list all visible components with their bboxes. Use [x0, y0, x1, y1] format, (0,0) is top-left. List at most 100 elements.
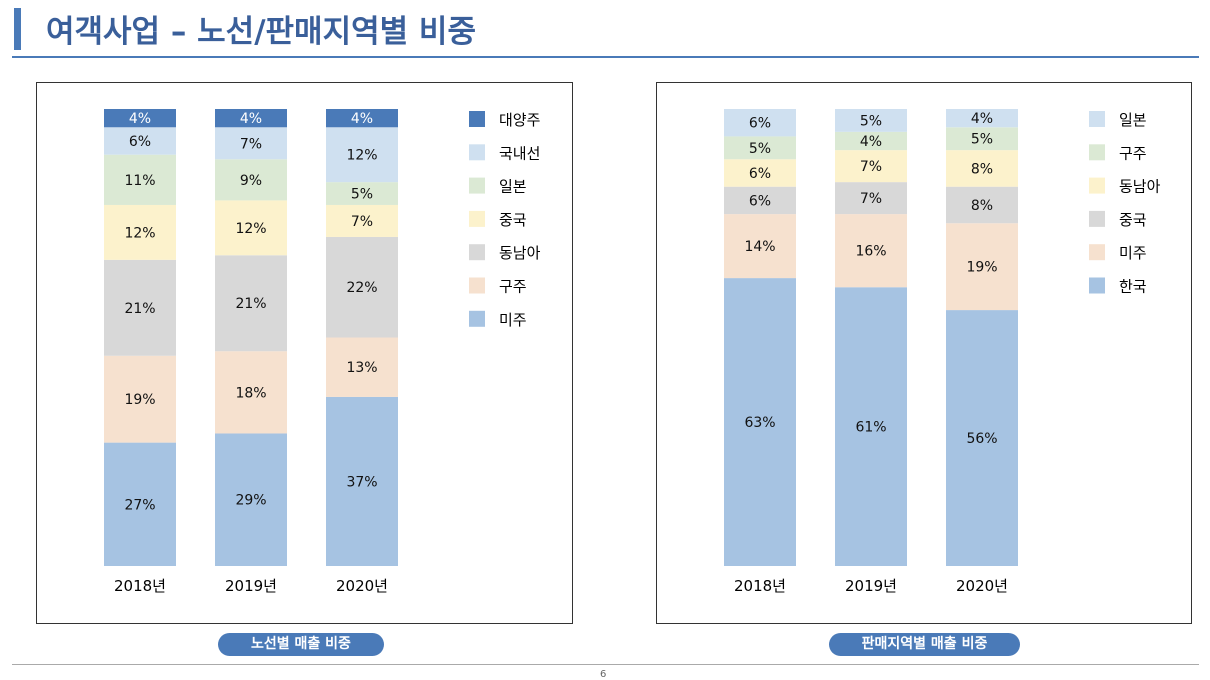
legend-swatch: [1089, 210, 1105, 227]
bar-segment: [104, 154, 176, 205]
legend-swatch: [469, 244, 485, 261]
legend-swatch: [469, 277, 485, 294]
data-label: 63%: [744, 415, 775, 431]
legend-swatch: [469, 177, 485, 194]
data-label: 5%: [860, 113, 882, 129]
bar-segment: [724, 159, 796, 187]
bar-segment: [835, 131, 907, 151]
data-label: 4%: [240, 111, 262, 127]
data-label: 5%: [749, 141, 771, 157]
data-label: 16%: [855, 244, 886, 260]
legend-label: 중국: [1119, 211, 1147, 229]
bar-segment: [326, 109, 398, 128]
data-label: 21%: [124, 301, 155, 317]
title-accent-bar: [14, 8, 21, 50]
bar-segment: [724, 136, 796, 160]
legend-swatch: [469, 144, 485, 161]
data-label: 5%: [971, 132, 993, 148]
legend-label: 대양주: [499, 111, 540, 129]
bar-segment: [835, 214, 907, 288]
bar-segment: [215, 351, 287, 434]
data-label: 22%: [346, 280, 377, 296]
bar-segment: [724, 278, 796, 566]
page-title: 여객사업 – 노선/판매지역별 비중: [46, 14, 476, 50]
data-label: 11%: [124, 173, 155, 189]
data-label: 6%: [749, 166, 771, 182]
route-sales-chart: 27% 19% 21% 12% 11% 6% 4% 2018년 29% 18% 21% 12% 9% 7%…: [104, 109, 541, 595]
data-label: 18%: [235, 385, 266, 401]
data-label: 6%: [749, 193, 771, 209]
data-label: 5%: [351, 187, 373, 203]
bar-segment: [946, 150, 1018, 187]
bar-segment: [326, 337, 398, 397]
legend-label: 일본: [1119, 111, 1147, 129]
legend-label: 미주: [1119, 244, 1147, 262]
bar-segment: [946, 109, 1018, 128]
bar-segment: [835, 150, 907, 183]
data-label: 6%: [129, 134, 151, 150]
data-label: 4%: [971, 111, 993, 127]
bar-segment: [215, 109, 287, 128]
data-label: 8%: [971, 161, 993, 177]
legend-label: 한국: [1119, 278, 1147, 296]
legend-label: 구주: [1119, 144, 1147, 162]
footer-divider: [12, 664, 1199, 665]
region-sales-chart: 63% 14% 6% 6% 5% 6% 2018년 61% 16% 7% 7% 4% 5% 2019년 56…: [724, 109, 1161, 595]
data-label: 37%: [346, 474, 377, 490]
bar-segment: [104, 127, 176, 155]
bar-segment: [835, 109, 907, 132]
legend-swatch: [469, 111, 485, 127]
bar-segment: [835, 182, 907, 215]
x-tick-label: 2020년: [336, 577, 388, 595]
legend-label: 동남아: [1119, 178, 1161, 196]
data-label: 4%: [129, 111, 151, 127]
page-number: 6: [600, 669, 607, 680]
data-label: 61%: [855, 420, 886, 436]
x-tick-label: 2018년: [114, 577, 166, 595]
bar-segment: [104, 355, 176, 443]
data-label: 29%: [235, 493, 266, 509]
bar-segment: [215, 127, 287, 160]
legend-swatch: [1089, 144, 1105, 161]
bar-segment: [835, 287, 907, 566]
legend-swatch: [1089, 277, 1105, 294]
data-label: 19%: [124, 392, 155, 408]
bar-segment: [946, 186, 1018, 224]
data-label: 7%: [240, 136, 262, 152]
bar-segment: [104, 442, 176, 566]
data-label: 14%: [744, 239, 775, 255]
legend-swatch: [469, 310, 485, 327]
data-label: 12%: [124, 225, 155, 241]
data-label: 6%: [749, 116, 771, 132]
legend-label: 미주: [499, 311, 527, 329]
bar-segment: [724, 214, 796, 279]
data-label: 8%: [971, 198, 993, 214]
bar-segment: [104, 204, 176, 260]
legend-label: 구주: [499, 278, 527, 296]
legend-label: 국내선: [499, 144, 540, 162]
bar-segment: [215, 433, 287, 566]
x-tick-label: 2019년: [225, 577, 277, 595]
bar-segment: [946, 223, 1018, 311]
bar-segment: [946, 127, 1018, 151]
legend-swatch: [1089, 177, 1105, 194]
data-label: 7%: [351, 214, 373, 230]
legend-swatch: [1089, 244, 1105, 261]
data-label: 4%: [860, 134, 882, 150]
data-label: 13%: [346, 360, 377, 376]
data-label: 9%: [240, 173, 262, 189]
route-chart-caption: 노선별 매출 비중: [218, 633, 384, 656]
bar-segment: [326, 236, 398, 338]
region-chart-panel: 63% 14% 6% 6% 5% 6% 2018년 61% 16% 7% 7% 4% 5% 2019년 56…: [656, 82, 1192, 624]
legend-swatch: [469, 210, 485, 227]
bar-segment: [724, 109, 796, 137]
data-label: 19%: [966, 260, 997, 276]
bar-segment: [215, 200, 287, 256]
legend-label: 일본: [499, 178, 527, 196]
x-tick-label: 2018년: [734, 577, 786, 595]
route-chart-panel: 27% 19% 21% 12% 11% 6% 4% 2018년 29% 18% 21% 12% 9% 7%…: [36, 82, 573, 624]
bar-segment: [326, 127, 398, 183]
data-label: 12%: [235, 221, 266, 237]
data-label: 27%: [124, 497, 155, 513]
x-tick-label: 2020년: [956, 577, 1008, 595]
